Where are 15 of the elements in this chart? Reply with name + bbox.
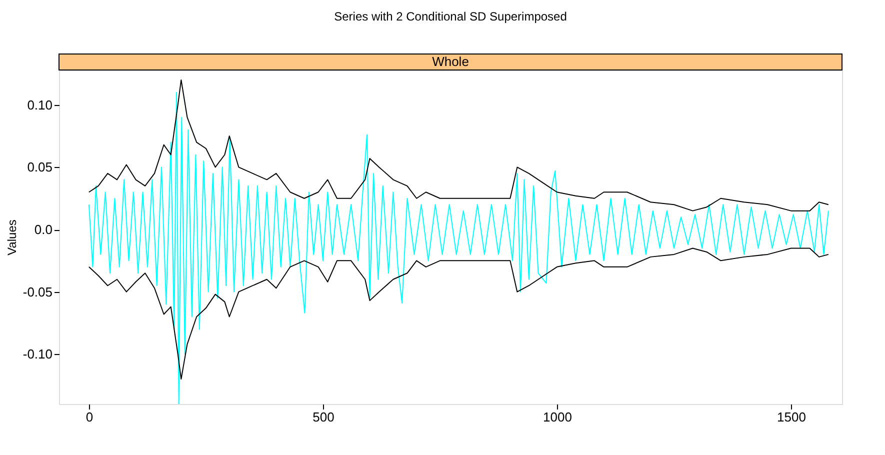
y-axis-title: Values <box>4 220 19 256</box>
line-series <box>88 92 829 404</box>
y-tick-label: 0.10 <box>27 97 52 112</box>
x-tick-label: 500 <box>312 410 334 424</box>
x-tick-label: 1000 <box>543 410 572 424</box>
line-series <box>88 248 829 380</box>
x-tick-label: 1500 <box>777 410 806 424</box>
text: Whole <box>432 54 469 69</box>
y-tick-label: -0.05 <box>22 284 52 300</box>
y-tick-label: -0.10 <box>22 346 52 362</box>
x-tick-label: 0 <box>86 410 94 424</box>
line-series <box>88 79 829 212</box>
y-tick-label: 0.05 <box>27 160 52 175</box>
chart-title: Series with 2 Conditional SD Superimposed <box>334 10 567 24</box>
y-tick-label: 0.0 <box>34 222 52 238</box>
